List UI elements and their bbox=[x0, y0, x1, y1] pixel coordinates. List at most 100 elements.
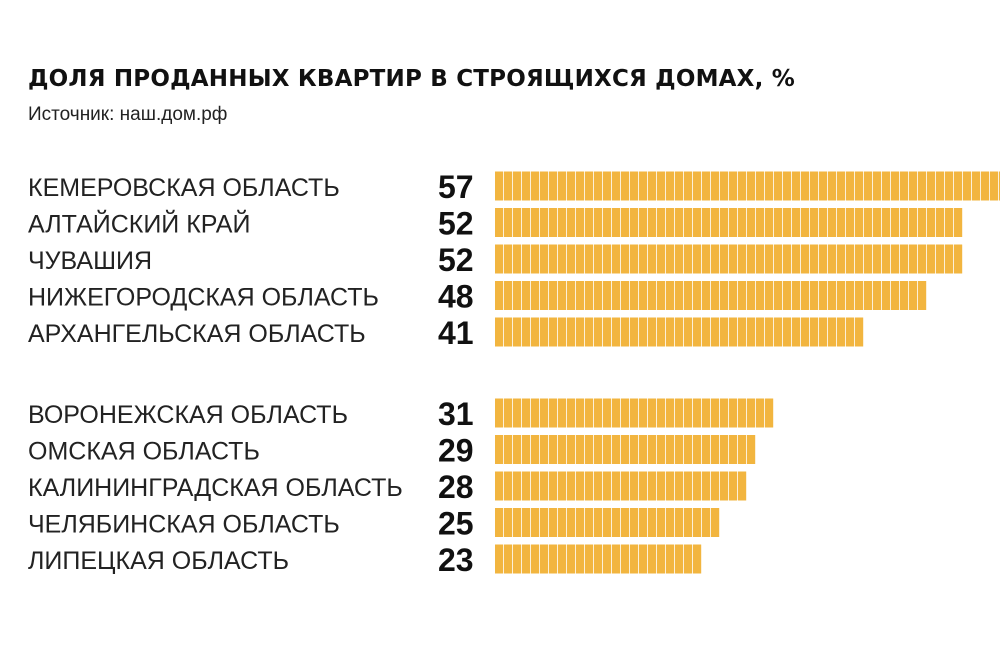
bar-segment bbox=[630, 398, 639, 428]
bar-segment bbox=[774, 244, 783, 274]
bar-segment bbox=[603, 208, 612, 237]
bar-segment bbox=[585, 435, 594, 464]
value-label: 25 bbox=[438, 506, 474, 542]
value-label: 52 bbox=[438, 242, 474, 278]
bar-segment bbox=[639, 544, 648, 574]
bar-segment bbox=[675, 435, 684, 464]
bar-segment bbox=[756, 281, 765, 310]
bar-segment bbox=[846, 244, 855, 274]
bar-segment bbox=[531, 544, 540, 574]
bar-segment bbox=[909, 244, 918, 274]
bar-segment bbox=[540, 171, 549, 201]
bar-segment bbox=[531, 317, 540, 347]
bar-segment bbox=[891, 208, 900, 237]
bar-segment bbox=[639, 317, 648, 347]
bar-segment bbox=[729, 208, 738, 237]
bar-segment bbox=[666, 435, 675, 464]
bar-segment bbox=[522, 544, 531, 574]
bar-segment bbox=[909, 281, 918, 310]
bar-segment bbox=[783, 281, 792, 310]
bar-segment bbox=[684, 398, 693, 428]
bar-segment bbox=[612, 244, 621, 274]
bar-segment bbox=[513, 281, 522, 310]
bar-segment bbox=[819, 244, 828, 274]
bar-segment bbox=[783, 208, 792, 237]
bar-segment bbox=[648, 435, 657, 464]
bar-segment bbox=[504, 471, 513, 501]
bar-segment bbox=[585, 281, 594, 310]
bar-segment bbox=[531, 244, 540, 274]
bar-segment bbox=[558, 208, 567, 237]
bar-segment bbox=[558, 544, 567, 574]
bar-segment bbox=[765, 171, 774, 201]
bar-segment bbox=[927, 244, 936, 274]
bar-segment bbox=[810, 171, 819, 201]
bar-segment bbox=[639, 398, 648, 428]
bar-segment bbox=[612, 281, 621, 310]
bar-segment bbox=[594, 171, 603, 201]
bar-segment bbox=[585, 544, 594, 574]
bar-segment bbox=[828, 171, 837, 201]
bar-segment bbox=[684, 435, 693, 464]
bar-segment bbox=[828, 281, 837, 310]
bar-segment bbox=[585, 317, 594, 347]
bar-segment bbox=[621, 544, 630, 574]
bar-segment bbox=[720, 398, 729, 428]
bar-segment bbox=[882, 171, 891, 201]
bar-segment bbox=[774, 208, 783, 237]
bar-segment bbox=[504, 281, 513, 310]
bar-segment bbox=[576, 244, 585, 274]
bar-segment bbox=[612, 398, 621, 428]
bar-segment bbox=[558, 317, 567, 347]
bar-segment bbox=[567, 317, 576, 347]
bar-segment bbox=[882, 244, 891, 274]
bar-segment bbox=[585, 471, 594, 501]
bar-segment bbox=[603, 281, 612, 310]
bar-segment bbox=[729, 244, 738, 274]
bar-segment bbox=[675, 471, 684, 501]
bar-segment bbox=[810, 317, 819, 347]
bar-segment bbox=[666, 471, 675, 501]
bar-segment bbox=[936, 208, 945, 237]
bar-segment bbox=[495, 171, 504, 201]
bar-segment bbox=[621, 317, 630, 347]
bar-segment bbox=[873, 171, 882, 201]
bar-segment bbox=[558, 171, 567, 201]
bar-segment bbox=[711, 171, 720, 201]
bar-segment bbox=[756, 171, 765, 201]
bar-segment bbox=[666, 508, 675, 537]
bar-segment bbox=[855, 244, 864, 274]
bar-segment bbox=[540, 508, 549, 537]
bar-segment bbox=[495, 544, 504, 574]
bar-segment bbox=[927, 171, 936, 201]
bar-segment bbox=[675, 398, 684, 428]
bar-segment bbox=[729, 398, 738, 428]
bar-segment bbox=[702, 208, 711, 237]
bar-segment bbox=[801, 208, 810, 237]
bar-segment bbox=[648, 208, 657, 237]
bar-segment bbox=[576, 398, 585, 428]
bar-segment bbox=[621, 208, 630, 237]
bar-segment bbox=[738, 398, 747, 428]
bar-segment bbox=[612, 208, 621, 237]
bar-segment bbox=[792, 281, 801, 310]
bar-segment bbox=[495, 244, 504, 274]
bar-segment bbox=[756, 398, 765, 428]
bar-segment bbox=[765, 281, 774, 310]
bar-segment bbox=[657, 208, 666, 237]
value-label: 23 bbox=[438, 542, 474, 578]
bar-segment bbox=[531, 471, 540, 501]
bar-segment bbox=[513, 471, 522, 501]
bar-segment bbox=[702, 435, 711, 464]
bar-segment bbox=[729, 471, 738, 501]
bar-segment bbox=[765, 317, 774, 347]
bar-segment bbox=[747, 244, 756, 274]
bar-segment bbox=[522, 171, 531, 201]
bar-segment bbox=[855, 281, 864, 310]
bar-segment bbox=[702, 508, 711, 537]
bar-segment bbox=[774, 281, 783, 310]
bar-segment bbox=[720, 244, 729, 274]
bar-segment bbox=[855, 171, 864, 201]
bar-segment bbox=[630, 544, 639, 574]
bar-segment bbox=[594, 508, 603, 537]
